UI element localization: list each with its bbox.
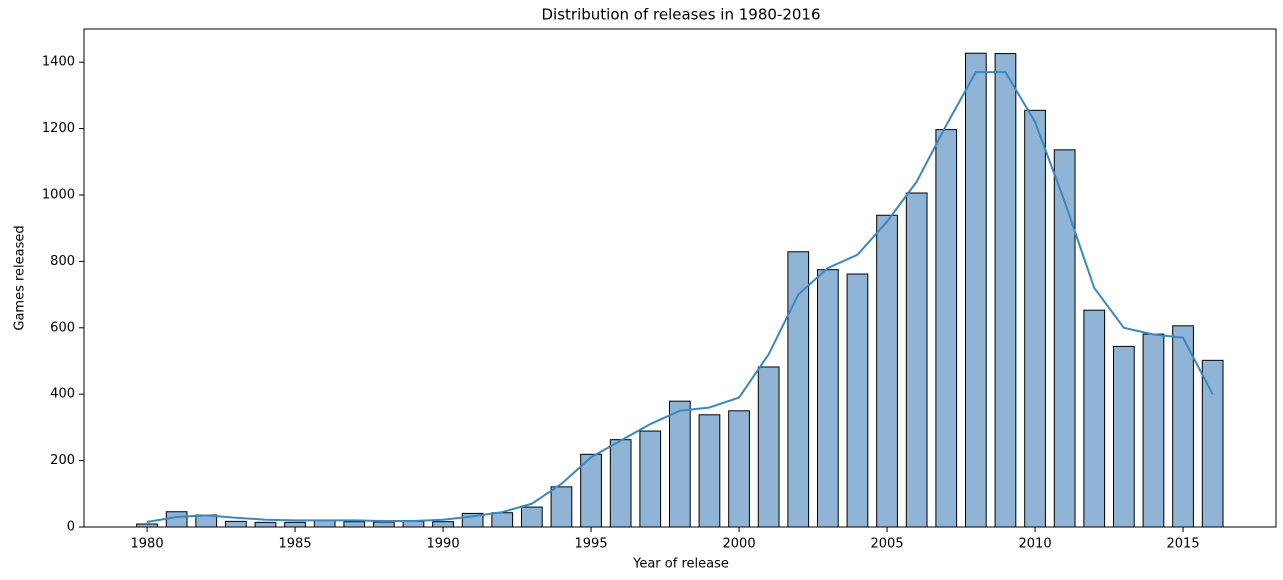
x-tick-label: 2005 <box>871 537 904 552</box>
bar <box>550 486 573 528</box>
bar <box>1024 109 1046 528</box>
y-tick-label: 1200 <box>42 121 75 136</box>
bar <box>224 520 247 528</box>
plot-frame <box>83 28 1277 528</box>
bar <box>284 521 306 528</box>
bar <box>520 506 543 528</box>
x-tick-label: 1985 <box>279 537 312 552</box>
x-tick-label: 2015 <box>1167 537 1200 552</box>
bar <box>254 521 277 528</box>
kde-line <box>146 71 1214 524</box>
y-tick-label: 1000 <box>42 188 75 203</box>
y-axis-label: Games released <box>13 225 28 330</box>
bar <box>609 439 632 528</box>
bar <box>994 53 1017 528</box>
bar <box>698 414 721 528</box>
bar <box>580 453 602 528</box>
bar <box>846 273 869 528</box>
bar <box>491 512 514 528</box>
bar <box>165 511 188 528</box>
bar <box>1053 149 1076 528</box>
bar <box>372 521 395 528</box>
bar <box>1142 333 1165 528</box>
bar <box>876 214 898 528</box>
bar <box>728 410 750 528</box>
y-tick-label: 800 <box>50 254 75 269</box>
x-tick-label: 1990 <box>427 537 460 552</box>
x-tick-label: 1995 <box>575 537 608 552</box>
bar <box>432 521 454 528</box>
bar <box>1112 345 1135 528</box>
x-tick-label: 1980 <box>131 537 164 552</box>
bar <box>787 251 810 528</box>
y-tick-label: 600 <box>50 320 75 335</box>
y-tick-label: 200 <box>50 453 75 468</box>
bar <box>668 400 691 528</box>
bar <box>905 192 928 528</box>
chart-title: Distribution of releases in 1980-2016 <box>542 6 821 24</box>
bar <box>757 366 780 528</box>
y-tick-label: 400 <box>50 387 75 402</box>
bar <box>1083 309 1106 528</box>
bar <box>1201 359 1224 528</box>
x-axis-label: Year of release <box>632 557 729 572</box>
bar <box>964 52 987 528</box>
bar <box>935 129 958 528</box>
y-tick-label: 0 <box>67 520 75 535</box>
bar <box>1172 325 1194 528</box>
bar <box>816 269 839 528</box>
bar <box>402 520 425 528</box>
bar <box>639 430 662 528</box>
bar <box>343 521 366 528</box>
x-tick-label: 2010 <box>1019 537 1052 552</box>
x-tick-label: 2000 <box>723 537 756 552</box>
y-tick-label: 1400 <box>42 55 75 70</box>
